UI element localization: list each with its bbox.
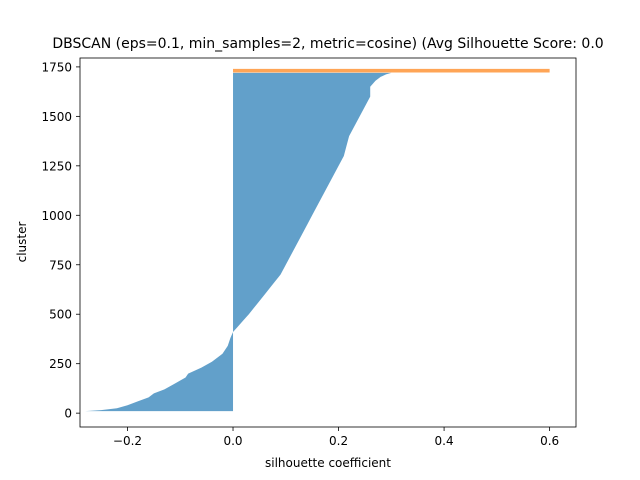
x-axis: −0.2 0.0 0.2 0.4 0.6 <box>113 427 559 448</box>
x-tick-label: −0.2 <box>113 434 142 448</box>
y-axis-label: cluster <box>15 222 29 263</box>
series-layer <box>85 68 550 412</box>
cluster-silhouette-0 <box>85 72 392 412</box>
x-tick-label: 0.0 <box>223 434 242 448</box>
y-tick-label: 0 <box>64 407 72 421</box>
plot-frame <box>79 57 577 428</box>
y-tick-label: 250 <box>49 357 72 371</box>
x-tick-label: 0.2 <box>329 434 348 448</box>
chart-title: DBSCAN (eps=0.1, min_samples=2, metric=c… <box>52 36 603 52</box>
x-tick-label: 0.4 <box>435 434 454 448</box>
y-tick-label: 500 <box>49 308 72 322</box>
x-axis-label: silhouette coefficient <box>265 456 391 470</box>
x-tick-label: 0.6 <box>540 434 559 448</box>
y-tick-label: 1500 <box>41 110 72 124</box>
y-tick-label: 1000 <box>41 209 72 223</box>
y-tick-label: 750 <box>49 258 72 272</box>
y-tick-label: 1250 <box>41 159 72 173</box>
y-tick-label: 1750 <box>41 60 72 74</box>
cluster-silhouette-1 <box>233 68 550 73</box>
y-axis: 0 250 500 750 1000 1250 1500 1750 <box>41 60 80 421</box>
